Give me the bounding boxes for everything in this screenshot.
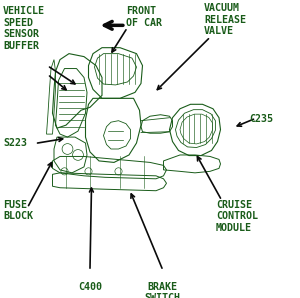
Text: VACUUM
RELEASE
VALVE: VACUUM RELEASE VALVE [204, 3, 246, 36]
Text: CRUISE
CONTROL
MODULE: CRUISE CONTROL MODULE [216, 200, 258, 233]
Text: VEHICLE
SPEED
SENSOR
BUFFER: VEHICLE SPEED SENSOR BUFFER [3, 6, 45, 51]
Text: C235: C235 [249, 114, 273, 124]
Text: FUSE
BLOCK: FUSE BLOCK [3, 200, 33, 221]
Text: S223: S223 [3, 138, 27, 148]
Text: BRAKE
SWITCH: BRAKE SWITCH [144, 282, 180, 298]
Text: C400: C400 [78, 282, 102, 292]
Text: FRONT
OF CAR: FRONT OF CAR [126, 6, 162, 27]
